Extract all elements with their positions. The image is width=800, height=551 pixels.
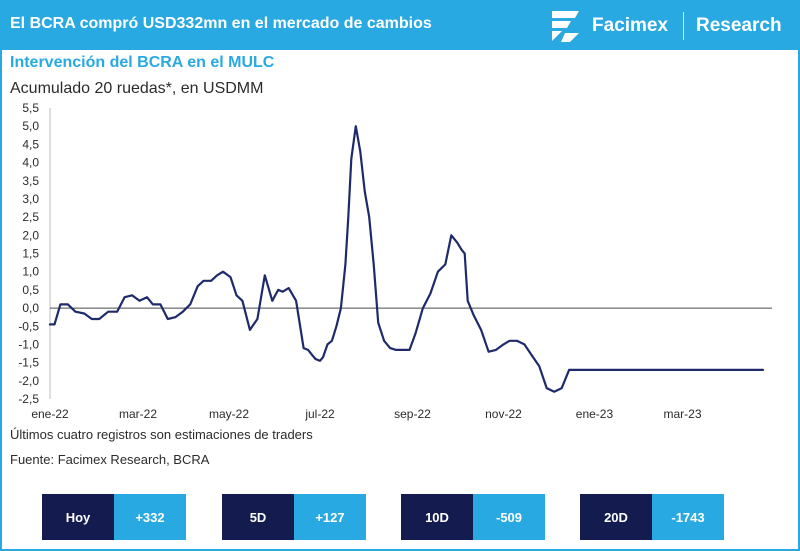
x-tick-label: sep-22: [394, 407, 431, 421]
chart-subtitle: Acumulado 20 ruedas*, en USDMM: [10, 80, 264, 97]
stat-10d: 10D -509: [401, 494, 545, 540]
facimex-logo-icon: [552, 11, 579, 42]
y-tick-label: 5,5: [22, 101, 39, 115]
y-tick-label: -1,5: [18, 356, 39, 370]
y-tick-label: 2,5: [22, 210, 39, 224]
y-tick-label: 4,5: [22, 137, 39, 151]
stat-value: -1743: [652, 494, 724, 540]
line-chart: 5,5 5,0 4,5 4,0 3,5 3,0 2,5 2,0 1,5 1,0 0,5 0,0 -0,5…: [18, 101, 772, 421]
stat-20d: 20D -1743: [580, 494, 724, 540]
x-tick-label: ene-22: [31, 407, 69, 421]
y-tick-label: -1,0: [18, 337, 39, 351]
stat-hoy: Hoy +332: [42, 494, 186, 540]
stat-value: +332: [114, 494, 186, 540]
stat-value: +127: [294, 494, 366, 540]
x-tick-label: mar-23: [663, 407, 701, 421]
stat-label: 20D: [580, 494, 652, 540]
stat-value: -509: [473, 494, 545, 540]
brand-divider: [683, 12, 684, 40]
brand-name: Facimex: [592, 15, 669, 36]
y-tick-label: 0,5: [22, 283, 39, 297]
stat-label: 5D: [222, 494, 294, 540]
series-line: [48, 125, 765, 393]
y-tick-label: 4,0: [22, 156, 39, 170]
header-bar: El BCRA compró USD332mn en el mercado de…: [0, 0, 800, 50]
y-tick-label: 2,0: [22, 228, 39, 242]
y-tick-label: -2,0: [18, 374, 39, 388]
y-tick-label: 3,0: [22, 192, 39, 206]
x-tick-label: may-22: [209, 407, 249, 421]
stat-label: Hoy: [42, 494, 114, 540]
x-tick-label: mar-22: [119, 407, 157, 421]
x-tick-label: nov-22: [485, 407, 522, 421]
y-tick-label: 5,0: [22, 119, 39, 133]
y-tick-label: 1,0: [22, 265, 39, 279]
x-tick-label: ene-23: [576, 407, 614, 421]
y-tick-label: 0,0: [22, 301, 39, 315]
chart-source: Fuente: Facimex Research, BCRA: [10, 452, 210, 467]
stat-5d: 5D +127: [222, 494, 366, 540]
section-name: Research: [696, 15, 782, 36]
report-title: El BCRA compró USD332mn en el mercado de…: [10, 15, 432, 32]
y-tick-label: 1,5: [22, 247, 39, 261]
y-tick-label: -0,5: [18, 319, 39, 333]
stat-label: 10D: [401, 494, 473, 540]
chart-note: Últimos cuatro registros son estimacione…: [10, 427, 313, 442]
chart-title: Intervención del BCRA en el MULC: [10, 54, 275, 71]
y-tick-label: 3,5: [22, 174, 39, 188]
x-tick-label: jul-22: [304, 407, 335, 421]
y-tick-label: -2,5: [18, 392, 39, 406]
